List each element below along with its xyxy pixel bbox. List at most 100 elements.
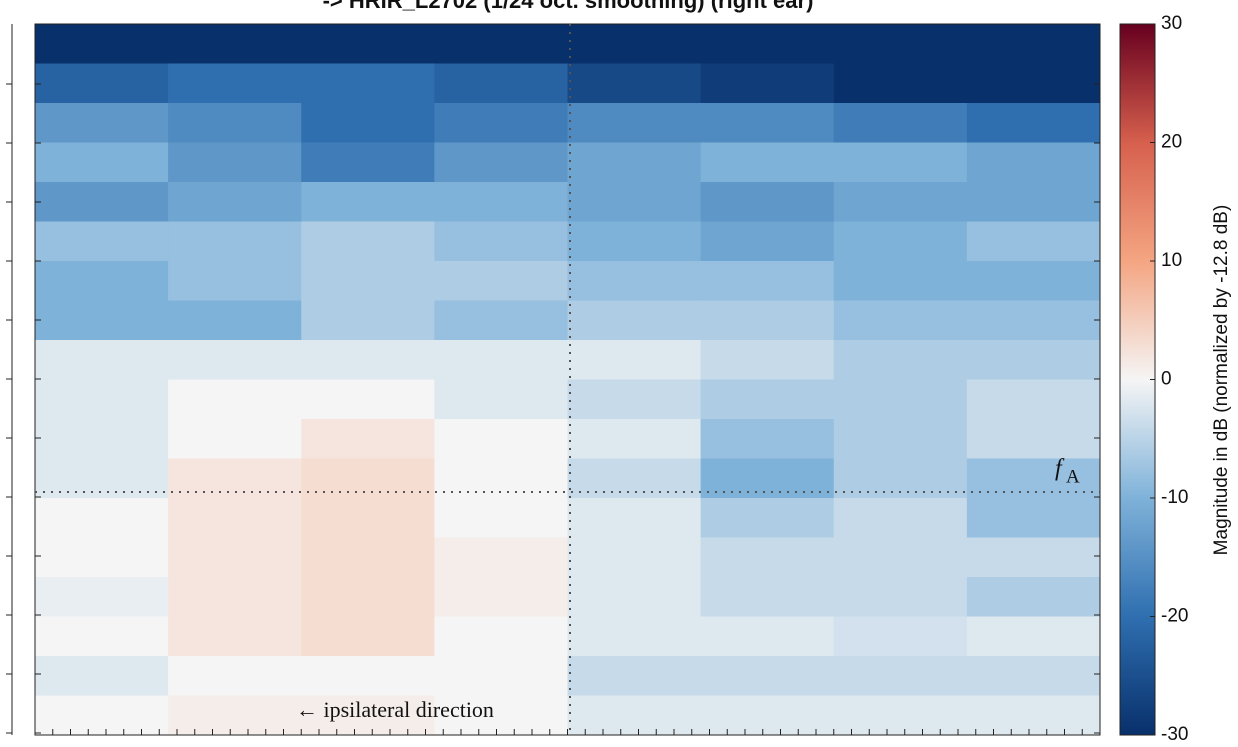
heatmap-cell — [700, 656, 835, 696]
heatmap-cell — [168, 300, 302, 341]
colorbar-tick-label: -30 — [1161, 724, 1188, 745]
heatmap-cell — [700, 458, 835, 499]
heatmap-cell — [168, 221, 302, 262]
heatmap-cell — [966, 300, 1101, 341]
heatmap-cell — [301, 577, 435, 617]
colorbar-tick-label: 10 — [1161, 250, 1182, 271]
heatmap-cell — [35, 577, 169, 617]
colorbar — [1119, 23, 1156, 736]
heatmap-cell — [168, 695, 302, 736]
heatmap-cell — [301, 221, 435, 262]
heatmap-cell — [567, 458, 702, 499]
heatmap-cell — [700, 300, 835, 341]
heatmap-cell — [168, 656, 302, 696]
heatmap-cell — [567, 537, 702, 578]
heatmap-cell — [434, 419, 568, 459]
heatmap-cell — [700, 24, 835, 64]
heatmap-cell — [833, 103, 968, 143]
heatmap-cell — [168, 103, 302, 143]
heatmap-cell — [567, 63, 702, 104]
heatmap-cell — [301, 261, 435, 301]
heatmap-cell — [966, 656, 1101, 696]
heatmap-cell — [434, 537, 568, 578]
heatmap-cell — [966, 537, 1101, 578]
direction-annotation: ← ipsilateral direction — [296, 697, 494, 722]
heatmap-cell — [35, 63, 169, 104]
heatmap-cell — [434, 379, 568, 420]
heatmap-cell — [301, 24, 435, 64]
heatmap-cell — [567, 616, 702, 657]
colorbar-label: Magnitude in dB (normalized by -12.8 dB) — [1211, 205, 1232, 556]
heatmap-cell — [966, 142, 1101, 183]
chart-title: -> HRIR_L2702 (1/24 oct. smoothing) (rig… — [323, 0, 814, 13]
heatmap-cell — [168, 537, 302, 578]
heatmap-cell — [35, 221, 169, 262]
heatmap-cell — [833, 498, 968, 538]
heatmap-cell — [301, 182, 435, 222]
heatmap-cell — [567, 379, 702, 420]
colorbar-tick-label: -20 — [1161, 606, 1188, 627]
heatmap-cell — [301, 142, 435, 183]
heatmap-cell — [700, 419, 835, 459]
heatmap-cell — [833, 142, 968, 183]
heatmap-cell — [35, 24, 169, 64]
heatmap-cell — [301, 103, 435, 143]
heatmap-cell — [700, 221, 835, 262]
heatmap-cell — [567, 577, 702, 617]
heatmap-cell — [35, 458, 169, 499]
heatmap-cell — [434, 182, 568, 222]
heatmap-cell — [700, 103, 835, 143]
heatmap-cell — [567, 221, 702, 262]
heatmap-cell — [434, 616, 568, 657]
heatmap-cell — [301, 340, 435, 380]
heatmap-cell — [966, 458, 1101, 499]
heatmap-cell — [966, 577, 1101, 617]
heatmap-cell — [700, 695, 835, 736]
heatmap-cell — [434, 458, 568, 499]
heatmap-cell — [833, 221, 968, 262]
heatmap-cell — [966, 379, 1101, 420]
heatmap-cell — [434, 656, 568, 696]
colorbar-tick-label: 30 — [1161, 13, 1182, 34]
heatmap-cell — [434, 63, 568, 104]
heatmap-cell — [567, 182, 702, 222]
heatmap-cell — [301, 379, 435, 420]
heatmap-cell — [966, 419, 1101, 459]
heatmap-cell — [833, 300, 968, 341]
heatmap-cell — [966, 695, 1101, 736]
heatmap-cell — [833, 63, 968, 104]
heatmap-cell — [35, 379, 169, 420]
heatmap-cell — [168, 182, 302, 222]
heatmap-cell — [567, 340, 702, 380]
heatmap-cell — [35, 103, 169, 143]
heatmap-cell — [301, 656, 435, 696]
heatmap-cell — [35, 300, 169, 341]
heatmap-cell — [567, 419, 702, 459]
heatmap-cell — [168, 616, 302, 657]
heatmap-cell — [966, 616, 1101, 657]
heatmap-cell — [168, 419, 302, 459]
heatmap-cell — [833, 261, 968, 301]
heatmap-cell — [301, 498, 435, 538]
heatmap-cell — [567, 142, 702, 183]
heatmap-cell — [567, 695, 702, 736]
heatmap-cell — [700, 616, 835, 657]
heatmap-cell — [966, 182, 1101, 222]
heatmap-cell — [35, 656, 169, 696]
heatmap-cell — [168, 340, 302, 380]
heatmap-cell — [168, 24, 302, 64]
heatmap-cell — [301, 616, 435, 657]
heatmap-cell — [833, 419, 968, 459]
heatmap-cell — [434, 103, 568, 143]
heatmap-cell — [700, 577, 835, 617]
heatmap-cell — [168, 498, 302, 538]
heatmap-cell — [966, 340, 1101, 380]
heatmap-cell — [168, 458, 302, 499]
colorbar-tick-label: 20 — [1161, 132, 1182, 153]
heatmap-cell — [833, 24, 968, 64]
heatmap-cell — [168, 577, 302, 617]
heatmap-cell — [833, 616, 968, 657]
heatmap-cell — [168, 379, 302, 420]
heatmap-cell — [966, 103, 1101, 143]
heatmap-cell — [35, 695, 169, 736]
